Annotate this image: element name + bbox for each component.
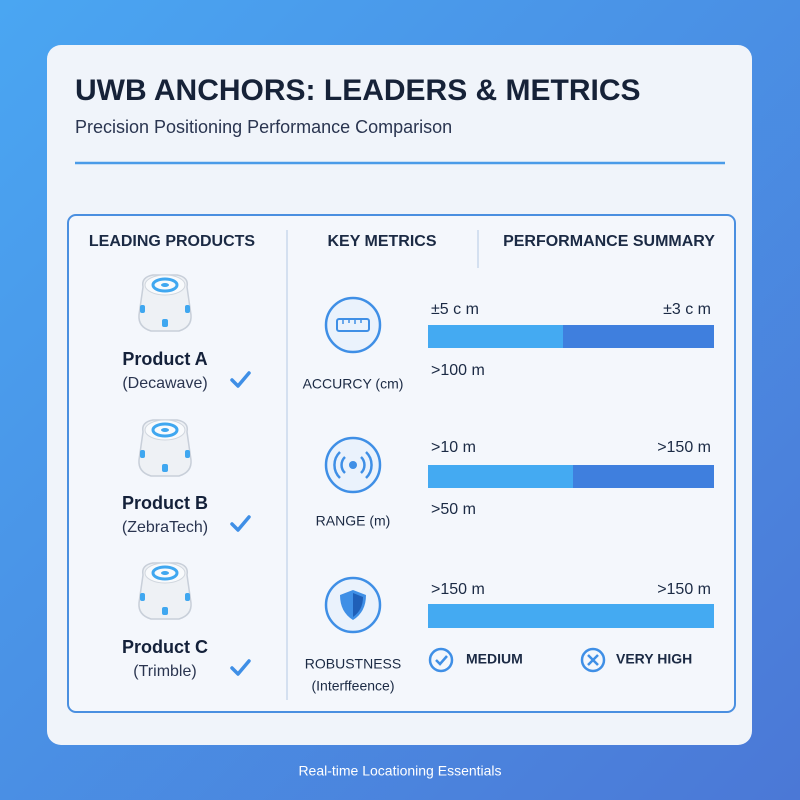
product-name: Product A bbox=[122, 349, 207, 369]
very-high-icon bbox=[580, 647, 606, 673]
metric-label: ACCURCY (cm) bbox=[303, 376, 404, 392]
range-label: >100 m bbox=[431, 362, 485, 379]
range-label: ±3 c m bbox=[663, 301, 711, 318]
product-name: Product B bbox=[122, 493, 208, 513]
product-name: Product C bbox=[122, 637, 208, 657]
product-icon bbox=[137, 418, 193, 478]
summary-bar-segment bbox=[428, 465, 573, 488]
range-label: >150 m bbox=[657, 581, 711, 598]
metric-sublabel: (Interffeence) bbox=[311, 678, 394, 694]
column-header: PERFORMANCE SUMMARY bbox=[503, 233, 715, 250]
footer: Real-time Locationing Essentials bbox=[298, 763, 501, 779]
summary-bar bbox=[428, 604, 714, 628]
column-header: LEADING PRODUCTS bbox=[89, 233, 256, 250]
range-label: >50 m bbox=[431, 501, 476, 518]
range-label: >150 m bbox=[657, 439, 711, 456]
product-icon bbox=[137, 561, 193, 621]
product-icon bbox=[137, 273, 193, 333]
metric-label: ROBUSTNESS bbox=[305, 656, 401, 672]
range-label: ±5 c m bbox=[431, 301, 479, 318]
column-header: KEY METRICS bbox=[327, 233, 436, 250]
ruler-icon bbox=[324, 296, 382, 354]
medium-icon bbox=[428, 647, 454, 673]
shield-icon bbox=[324, 576, 382, 634]
legend-label: MEDIUM bbox=[466, 651, 523, 667]
signal-icon bbox=[324, 436, 382, 494]
range-label: >10 m bbox=[431, 439, 476, 456]
product-vendor: (Decawave) bbox=[122, 375, 207, 392]
metric-label: RANGE (m) bbox=[316, 513, 391, 529]
product-vendor: (ZebraTech) bbox=[122, 519, 208, 536]
title: UWB ANCHORS: LEADERS & METRICS bbox=[75, 74, 641, 107]
legend-label: VERY HIGH bbox=[616, 651, 692, 667]
summary-bar-segment bbox=[428, 325, 563, 348]
subtitle: Precision Positioning Performance Compar… bbox=[75, 117, 452, 137]
range-label: >150 m bbox=[431, 581, 485, 598]
product-vendor: (Trimble) bbox=[133, 663, 196, 680]
